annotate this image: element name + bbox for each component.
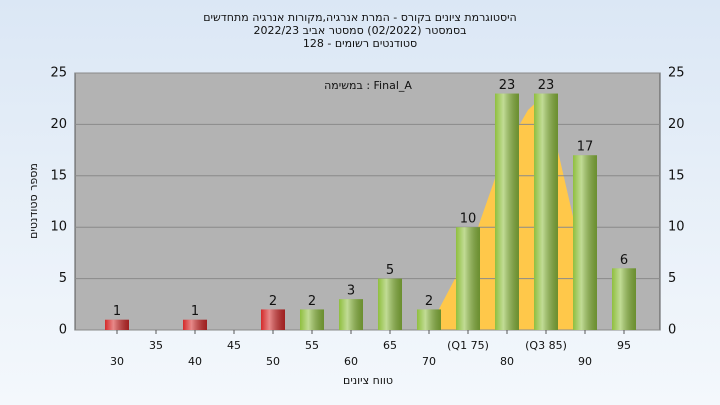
data-label: 2: [269, 294, 277, 309]
y2-tick-label: 20: [668, 117, 685, 132]
data-label: 5: [386, 263, 394, 278]
bar-shine: [300, 309, 324, 330]
y-tick-label: 25: [50, 66, 67, 81]
data-label: 3: [347, 284, 355, 299]
bar-shine: [378, 278, 402, 330]
bar-shine: [534, 93, 558, 330]
data-label: 2: [425, 294, 433, 309]
bar-shine: [183, 319, 207, 330]
bar-shine: [495, 93, 519, 330]
x-tick-label: 80: [500, 355, 514, 368]
chart-subtitle: סטודנטים רשומים - 128: [303, 37, 417, 50]
chart-title: היסטוגרמת ציונים בקורס - המרת אנרגיה,מקו…: [203, 11, 517, 24]
x-tick-label: 55: [305, 339, 319, 352]
y-axis-label: מספר סטודנטים: [27, 163, 40, 239]
y-tick-label: 15: [50, 168, 67, 183]
data-label: 23: [538, 78, 555, 93]
chart-subtitle: בסמסטר (02/2022) סמסטר אביב 2022/23: [253, 24, 466, 37]
data-label: 1: [191, 304, 199, 319]
y2-tick-label: 10: [668, 220, 685, 235]
y-tick-label: 5: [59, 271, 67, 286]
y-tick-label: 10: [50, 220, 67, 235]
x-axis-label: טווח ציונים: [343, 374, 393, 387]
data-label: 2: [308, 294, 316, 309]
x-tick-label: (Q3 85): [525, 339, 567, 352]
x-tick-label: 70: [422, 355, 436, 368]
x-tick-label: 65: [383, 339, 397, 352]
y2-tick-label: 0: [668, 323, 676, 338]
y-tick-label: 20: [50, 117, 67, 132]
y2-tick-label: 15: [668, 168, 685, 183]
bar-shine: [261, 309, 285, 330]
x-tick-label: 40: [188, 355, 202, 368]
x-tick-label: (Q1 75): [447, 339, 489, 352]
x-tick-label: 90: [578, 355, 592, 368]
bar-shine: [105, 319, 129, 330]
bar-shine: [612, 268, 636, 330]
x-tick-label: 35: [149, 339, 163, 352]
bar-shine: [573, 155, 597, 330]
data-label: 10: [460, 212, 477, 227]
data-label: 6: [620, 253, 628, 268]
y2-tick-label: 5: [668, 271, 676, 286]
x-tick-label: 95: [617, 339, 631, 352]
x-tick-label: 50: [266, 355, 280, 368]
bar-shine: [339, 299, 363, 330]
bar-shine: [456, 227, 480, 330]
data-label: 1: [113, 304, 121, 319]
x-tick-label: 30: [110, 355, 124, 368]
data-label: 23: [499, 78, 516, 93]
x-tick-label: 45: [227, 339, 241, 352]
annotation: במשימה : Final_A: [324, 79, 412, 92]
y-tick-label: 0: [59, 323, 67, 338]
data-label: 17: [577, 140, 594, 155]
y2-tick-label: 25: [668, 66, 685, 81]
bar-shine: [417, 309, 441, 330]
x-tick-label: 60: [344, 355, 358, 368]
